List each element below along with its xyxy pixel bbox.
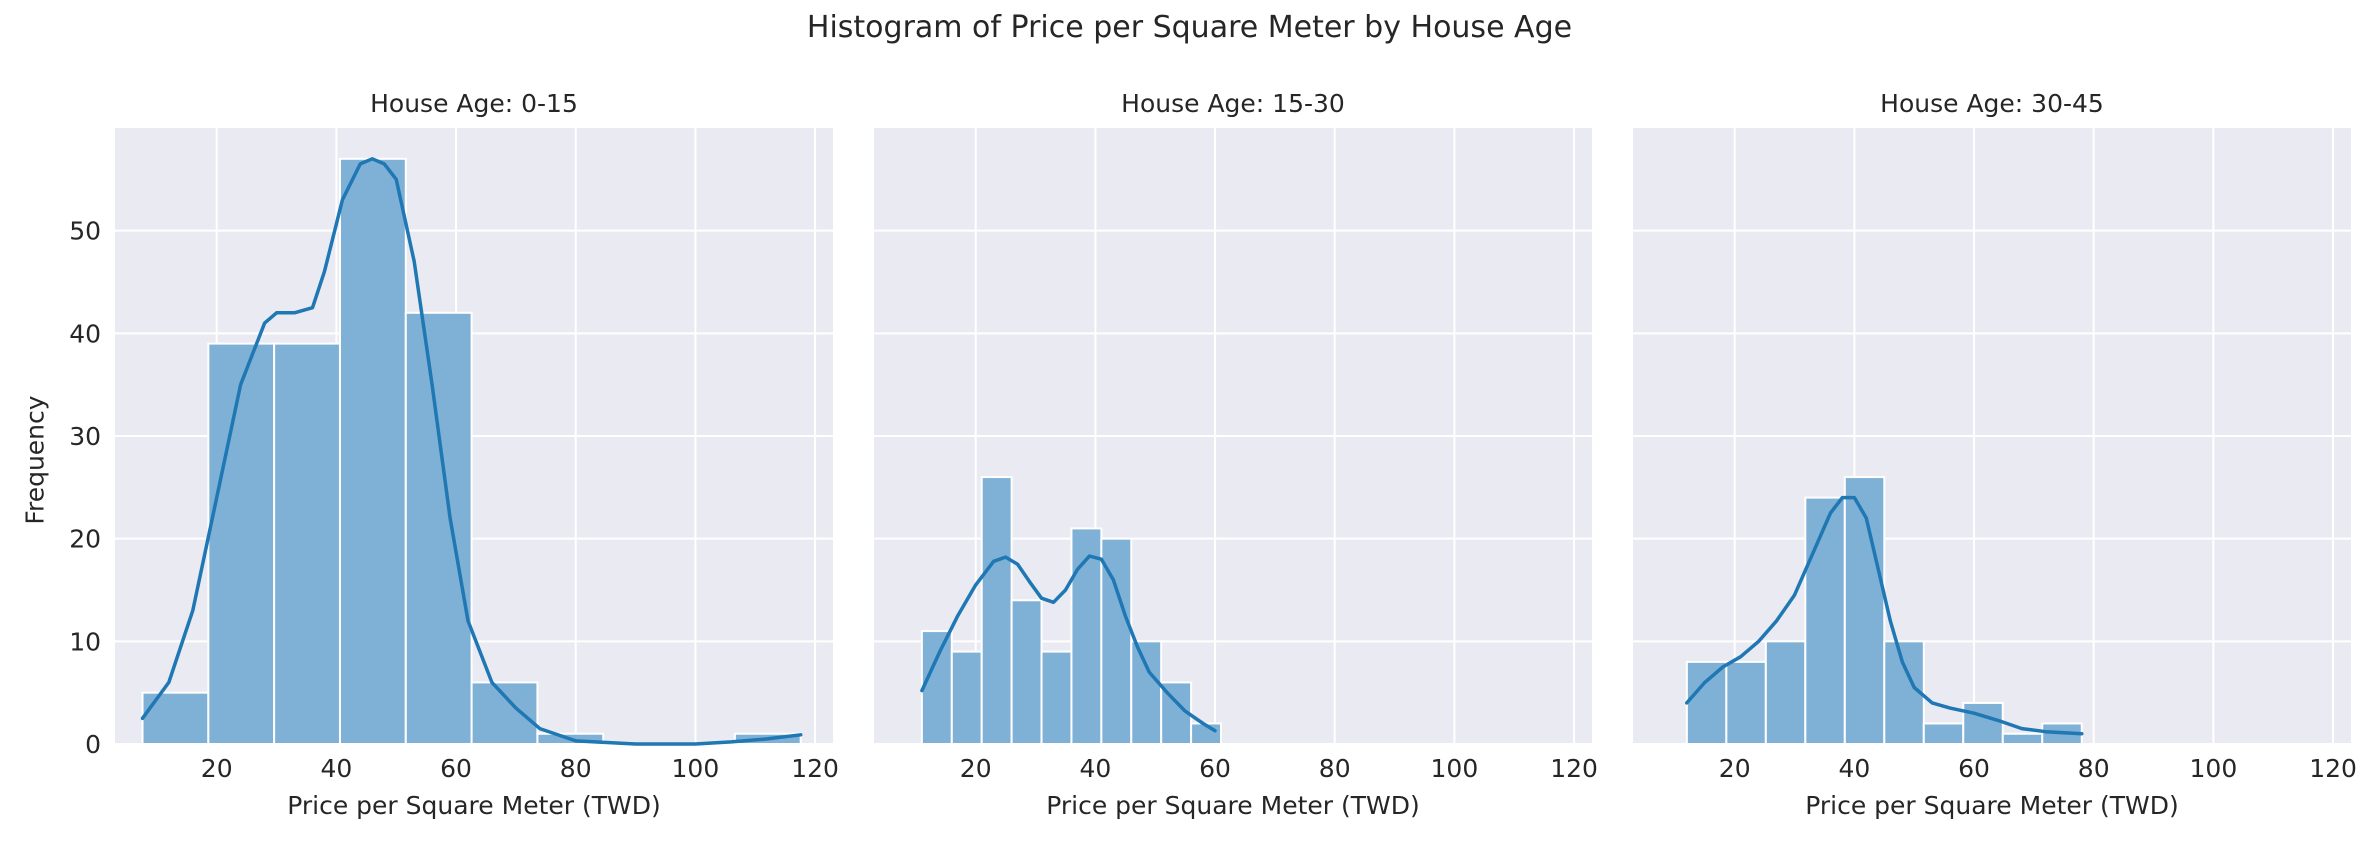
- y-tick-label: 10: [69, 627, 101, 656]
- x-tick-label: 20: [201, 754, 233, 783]
- x-tick-label: 120: [2309, 754, 2357, 783]
- histogram-bar: [2001, 732, 2044, 746]
- histogram-bar: [920, 630, 953, 745]
- histogram-bar: [1883, 640, 1925, 745]
- x-tick-label: 40: [320, 754, 352, 783]
- x-tick-label: 40: [1838, 754, 1870, 783]
- x-tick-label: 80: [560, 754, 592, 783]
- x-tick-label: 60: [440, 754, 472, 783]
- histogram-bar: [141, 691, 210, 746]
- histogram-bar: [404, 311, 473, 745]
- kde-curve: [920, 554, 1217, 733]
- y-tick-label: 40: [69, 319, 101, 348]
- x-tick-label: 40: [1079, 754, 1111, 783]
- x-tick-label: 60: [1199, 754, 1231, 783]
- histogram-bar: [273, 342, 341, 745]
- panel-title: House Age: 15-30: [1121, 89, 1345, 118]
- panel-title: House Age: 0-15: [370, 89, 578, 118]
- histogram-bar: [1804, 496, 1846, 745]
- histogram-bar: [1685, 660, 1728, 745]
- histogram-bar: [1100, 537, 1133, 746]
- y-tick-label: 0: [85, 730, 101, 759]
- kde-curve: [1685, 495, 2084, 736]
- y-tick-label: 50: [69, 217, 101, 246]
- histogram-bar: [1922, 722, 1965, 746]
- x-tick-label: 60: [1958, 754, 1990, 783]
- panel-2: House Age: 15-30 20 40 60 80 100 120 Price per …: [874, 89, 1598, 820]
- x-tick-label: 100: [1431, 754, 1479, 783]
- histogram-bar: [338, 157, 407, 746]
- histogram-bar: [1725, 660, 1767, 745]
- panel-title: House Age: 30-45: [1880, 89, 2104, 118]
- histogram-bar: [950, 650, 983, 745]
- histogram-bar: [470, 681, 539, 746]
- panel-3: House Age: 30-45 20 40 60 80 100 120 Price per …: [1633, 89, 2357, 820]
- histogram-bar: [1010, 599, 1043, 745]
- x-tick-label: 20: [1719, 754, 1751, 783]
- histogram-bar: [1843, 476, 1886, 745]
- y-tick-label: 20: [69, 525, 101, 554]
- x-axis-label: Price per Square Meter (TWD): [287, 791, 660, 820]
- x-tick-label: 120: [791, 754, 839, 783]
- panel-1: House Age: 0-15 20 40 60 80 100 120 0 10 20 30 40 50…: [69, 89, 839, 820]
- x-tick-label: 80: [1319, 754, 1351, 783]
- kde-curve: [140, 157, 803, 746]
- histogram-bar: [980, 476, 1013, 745]
- histogram-bar: [1962, 701, 2004, 746]
- x-tick-label: 100: [2190, 754, 2238, 783]
- figure-title: Histogram of Price per Square Meter by H…: [806, 10, 1573, 45]
- histogram-bar: [207, 342, 276, 745]
- histogram-bar: [1040, 650, 1073, 745]
- x-tick-label: 100: [672, 754, 720, 783]
- x-axis-label: Price per Square Meter (TWD): [1046, 791, 1419, 820]
- histogram-bar: [1764, 640, 1807, 745]
- x-tick-label: 20: [960, 754, 992, 783]
- histogram-bar: [1130, 640, 1163, 745]
- y-tick-label: 30: [69, 422, 101, 451]
- x-axis-label: Price per Square Meter (TWD): [1805, 791, 2178, 820]
- x-tick-label: 80: [2078, 754, 2110, 783]
- x-tick-label: 120: [1550, 754, 1598, 783]
